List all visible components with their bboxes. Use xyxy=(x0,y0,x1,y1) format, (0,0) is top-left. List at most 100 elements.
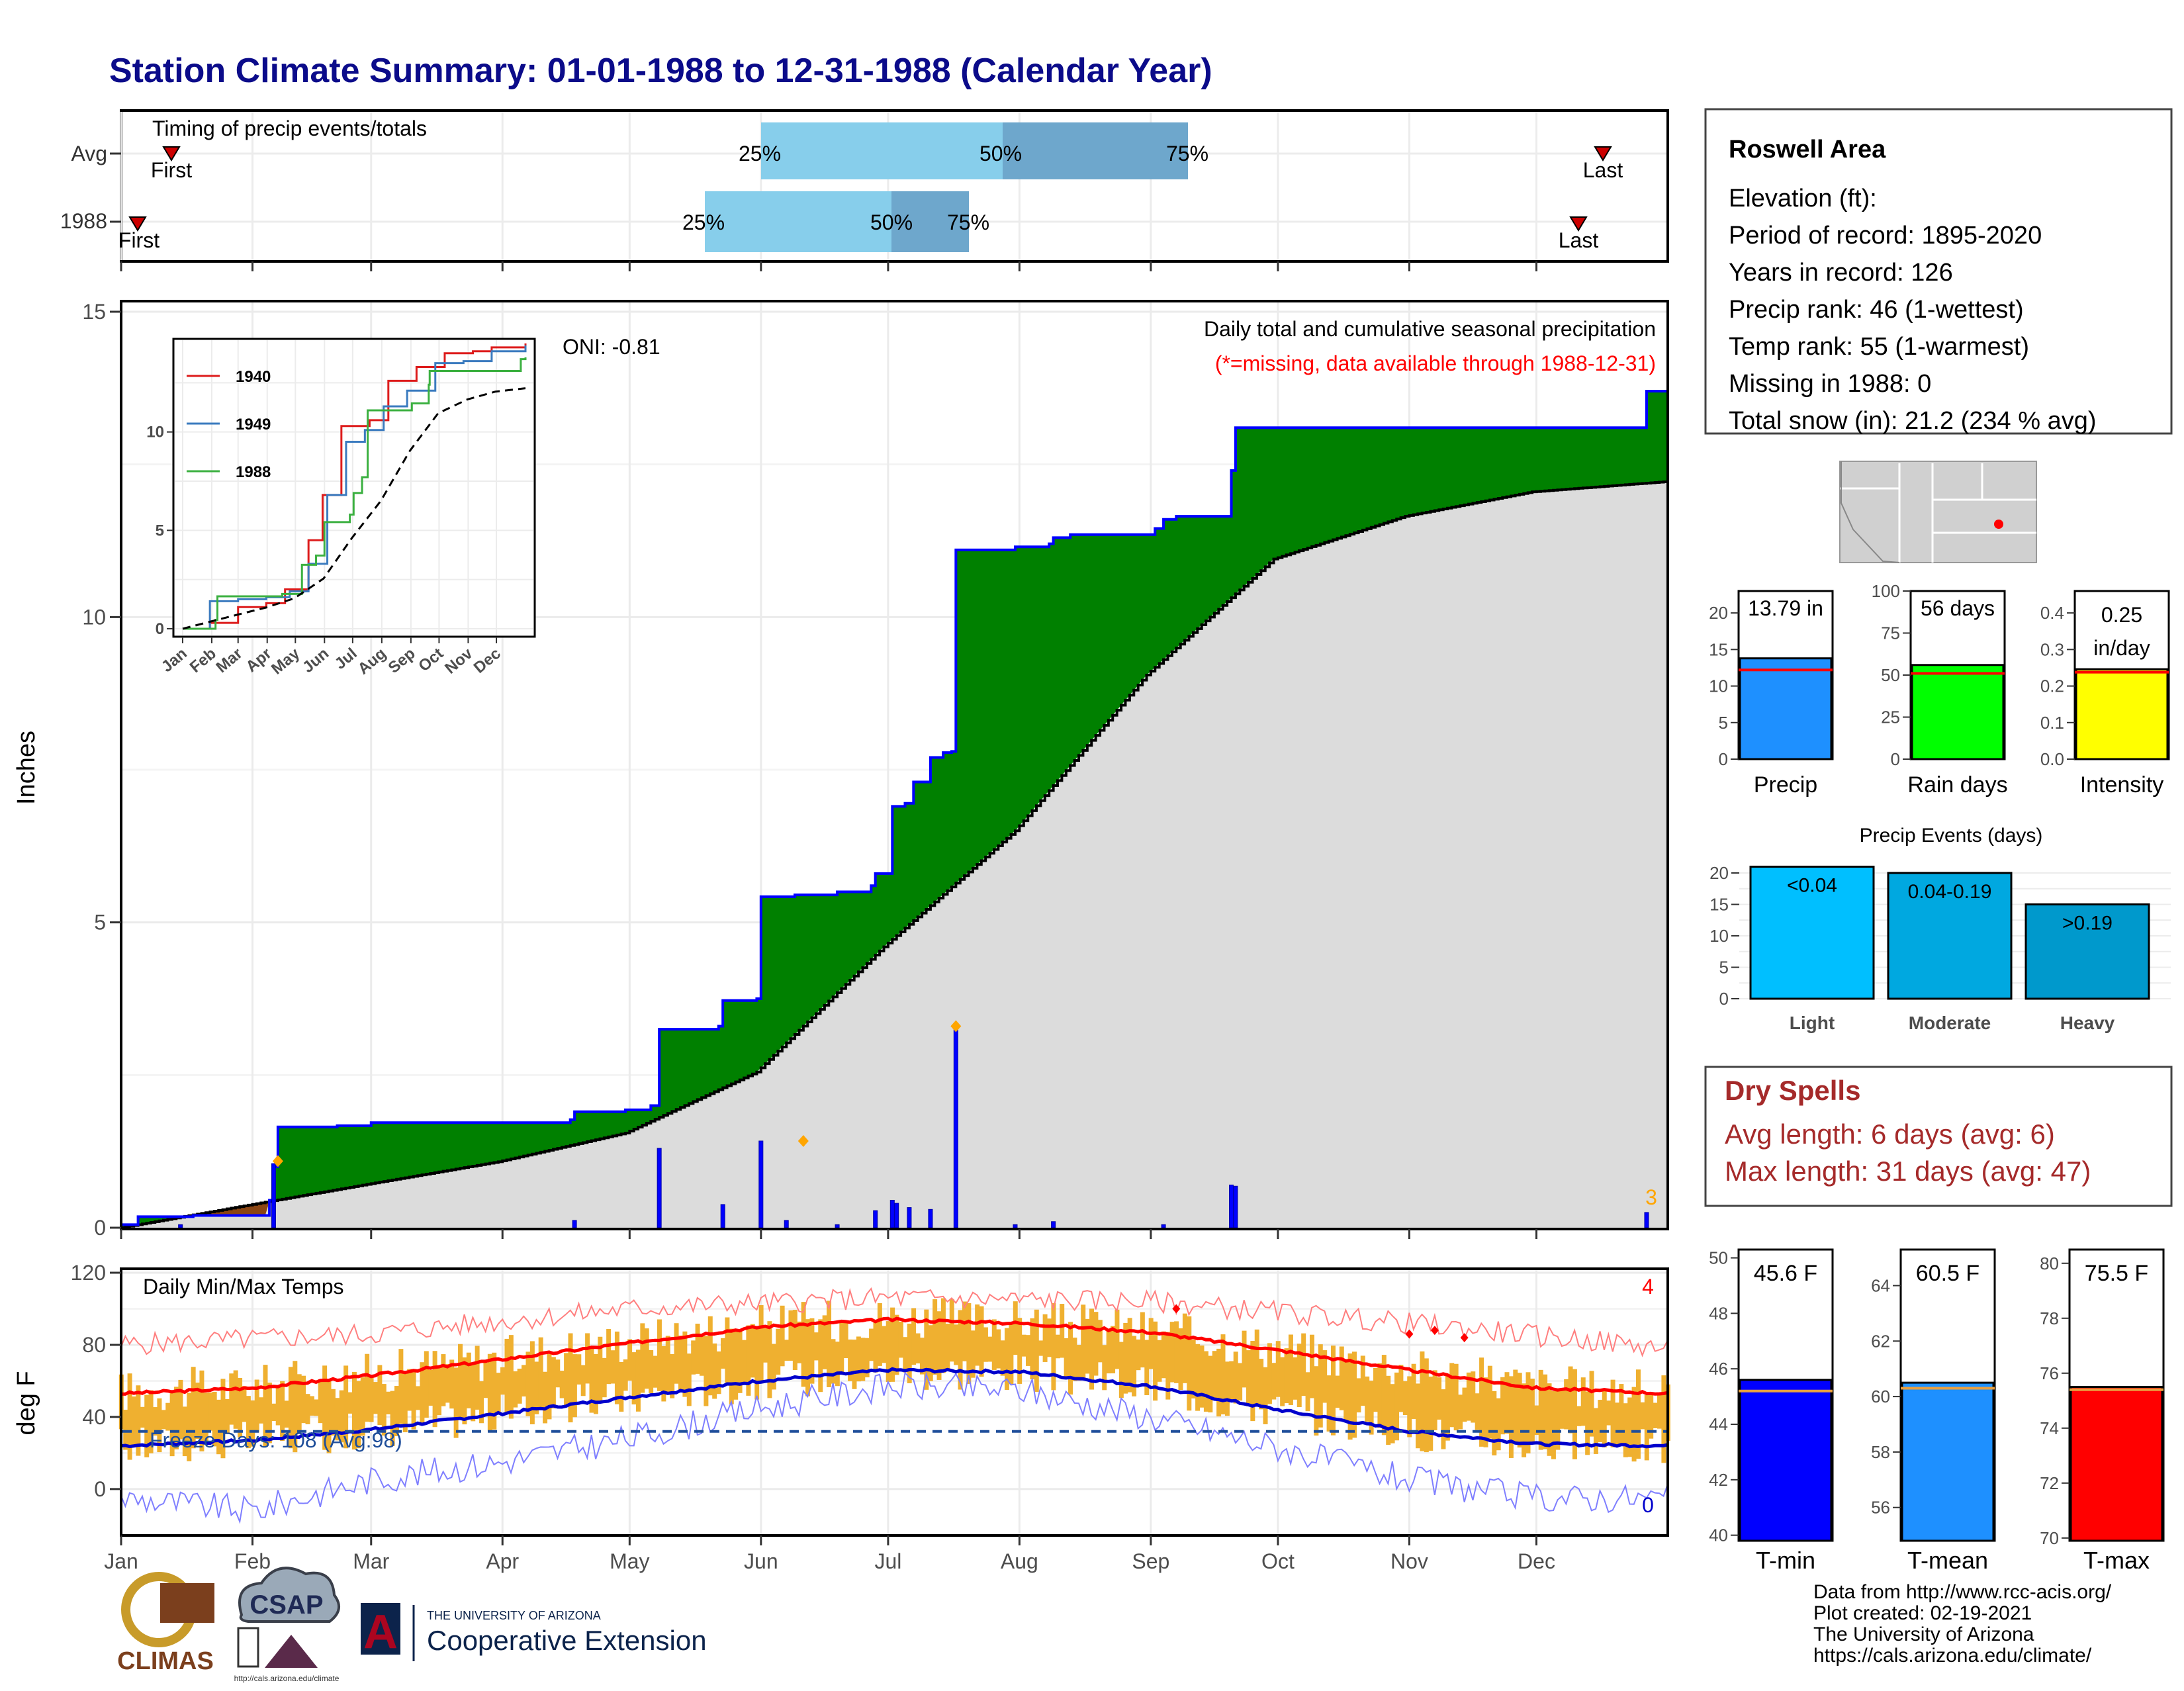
month-label-dec: Dec xyxy=(1518,1549,1555,1573)
precip-panel-frame xyxy=(120,300,1669,1230)
y1988-p50-label: 50% xyxy=(870,210,913,234)
temp-summary-tick-label: 40 xyxy=(1709,1526,1728,1545)
daily-temp-bar-328 xyxy=(1504,1372,1510,1434)
daily-temp-bar-330 xyxy=(1513,1369,1518,1444)
daily-temp-bar-94 xyxy=(513,1371,518,1408)
month-label-nov: Nov xyxy=(1390,1549,1428,1573)
daily-temp-bar-282 xyxy=(1309,1334,1314,1398)
inset-y-tick-label: 5 xyxy=(156,522,164,539)
climas-logo-block xyxy=(160,1583,214,1623)
daily-temp-bar-267 xyxy=(1246,1350,1251,1406)
csap-bars-icon xyxy=(237,1627,259,1668)
daily-temp-bar-105 xyxy=(559,1371,565,1398)
daily-temp-bar-3 xyxy=(127,1373,132,1460)
daily-temp-bar-265 xyxy=(1238,1363,1243,1401)
daily-temp-bar-178 xyxy=(869,1328,874,1361)
daily-temp-bar-60 xyxy=(369,1377,374,1422)
daily-temp-bar-249 xyxy=(1169,1322,1175,1383)
daily-temp-bar-144 xyxy=(725,1317,730,1383)
temp-x-axis: Jan Feb Mar Apr May Jun Jul Aug Sep Oct Nov Dec xyxy=(104,1535,1555,1573)
inset-frame xyxy=(172,338,536,638)
record-high-count: 4 xyxy=(1642,1275,1654,1299)
daily-temp-bar-297 xyxy=(1373,1367,1379,1412)
daily-temp-bar-183 xyxy=(890,1307,895,1382)
daily-temp-bar-334 xyxy=(1529,1379,1535,1444)
temp-summary-label-1: T-mean xyxy=(1907,1547,1988,1574)
daily-temp-bar-129 xyxy=(661,1346,666,1402)
daily-temp-bar-252 xyxy=(1182,1313,1187,1383)
daily-precip-bar-16 xyxy=(1161,1224,1166,1228)
summary-bar-tick-label: 0.3 xyxy=(2040,639,2064,659)
summary-bar-tick-label: 5 xyxy=(1719,713,1728,733)
daily-precip-bar-14 xyxy=(1013,1224,1018,1228)
daily-temp-bar-206 xyxy=(987,1336,993,1362)
daily-temp-bar-164 xyxy=(809,1318,815,1384)
daily-temp-bar-325 xyxy=(1492,1391,1497,1456)
station-period: Period of record: 1895-2020 xyxy=(1729,222,2042,250)
daily-precip-bar-2 xyxy=(572,1220,577,1228)
daily-temp-bar-313 xyxy=(1441,1389,1446,1449)
daily-temp-bar-234 xyxy=(1106,1329,1111,1374)
state-boundaries xyxy=(1840,463,2036,563)
daily-temp-bar-257 xyxy=(1203,1351,1208,1412)
daily-temp-bar-102 xyxy=(547,1353,552,1420)
daily-temp-bar-139 xyxy=(704,1336,709,1406)
daily-temp-bar-274 xyxy=(1275,1341,1281,1397)
daily-temp-bar-350 xyxy=(1598,1400,1603,1442)
precip-average-area xyxy=(121,481,1668,1228)
daily-temp-bar-181 xyxy=(882,1326,887,1363)
summary-bar-label-0: Precip xyxy=(1754,772,1817,798)
dry-spells-max: Max length: 31 days (avg: 47) xyxy=(1725,1156,2091,1187)
daily-temp-bar-192 xyxy=(928,1325,933,1381)
record-high-marker-3 xyxy=(1460,1333,1469,1343)
daily-temp-bar-233 xyxy=(1102,1345,1107,1391)
record-high-marker-2 xyxy=(1430,1326,1439,1336)
inset-y-tick-label: 10 xyxy=(146,424,164,441)
daily-temp-bar-173 xyxy=(848,1339,853,1381)
daily-temp-bar-76 xyxy=(437,1367,441,1416)
daily-temp-bar-6 xyxy=(140,1406,145,1428)
daily-temp-bar-177 xyxy=(864,1338,870,1378)
daily-temp-bar-323 xyxy=(1483,1377,1488,1447)
daily-temp-bar-212 xyxy=(1013,1301,1018,1355)
dry-spells-frame xyxy=(1704,1066,2173,1207)
daily-precip-bar-12 xyxy=(928,1209,933,1228)
daily-temp-bar-298 xyxy=(1377,1363,1383,1428)
station-location-dot xyxy=(1994,520,2003,529)
timing-panel-title: Timing of precip events/totals xyxy=(152,116,427,140)
summary-bar-tick-label: 0.2 xyxy=(2040,676,2064,696)
inset-line-1940 xyxy=(183,343,527,630)
daily-temp-bar-151 xyxy=(754,1328,760,1400)
daily-temp-bar-338 xyxy=(1547,1383,1552,1456)
csap-logo-text: CSAP xyxy=(250,1590,323,1620)
daily-temp-bar-310 xyxy=(1428,1376,1433,1451)
credit-university: The University of Arizona xyxy=(1813,1623,2034,1645)
dry-spells-title: Dry Spells xyxy=(1725,1075,1860,1106)
daily-temp-bar-99 xyxy=(534,1361,539,1414)
daily-temp-bar-230 xyxy=(1089,1308,1095,1390)
temp-summary-tick-label: 78 xyxy=(2040,1308,2059,1328)
daily-temp-bar-4 xyxy=(132,1396,137,1445)
daily-temp-bar-35 xyxy=(263,1365,268,1447)
avg-last-label: Last xyxy=(1583,158,1623,182)
summary-bar-2 xyxy=(2075,668,2169,760)
daily-temp-bar-317 xyxy=(1458,1394,1463,1430)
daily-temp-bar-146 xyxy=(733,1331,739,1400)
average-tmax-line xyxy=(120,1316,1668,1396)
daily-temp-bar-342 xyxy=(1564,1379,1569,1430)
daily-temp-bar-165 xyxy=(813,1332,819,1361)
temp-summary-tick-label: 58 xyxy=(1871,1442,1890,1462)
daily-temp-bar-95 xyxy=(517,1368,522,1404)
daily-temp-bar-293 xyxy=(1356,1378,1361,1413)
daily-precip-bar-18 xyxy=(1233,1185,1238,1228)
daily-temp-bar-277 xyxy=(1288,1334,1293,1405)
season-summary-bars: 13.79 in 0 5 10 15 20 Precip 56 days 0 25 50 75 100 R… xyxy=(1709,581,2170,798)
daily-temp-bar-343 xyxy=(1568,1366,1573,1434)
summary-bar-tick-label: 10 xyxy=(1709,676,1728,696)
precip-event-bar-moderate xyxy=(1887,872,2013,1000)
daily-temp-bar-205 xyxy=(983,1327,988,1362)
daily-temp-bar-217 xyxy=(1034,1309,1039,1392)
ua-cooperative-extension: Cooperative Extension xyxy=(427,1625,707,1656)
daily-temp-bar-128 xyxy=(657,1319,662,1391)
daily-temp-bar-175 xyxy=(856,1336,861,1382)
